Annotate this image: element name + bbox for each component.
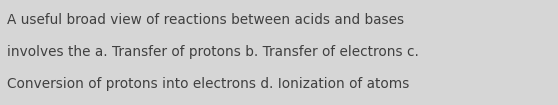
Text: involves the a. Transfer of protons b. Transfer of electrons c.: involves the a. Transfer of protons b. T… <box>7 45 419 59</box>
Text: A useful broad view of reactions between acids and bases: A useful broad view of reactions between… <box>7 13 405 27</box>
Text: Conversion of protons into electrons d. Ionization of atoms: Conversion of protons into electrons d. … <box>7 77 410 91</box>
